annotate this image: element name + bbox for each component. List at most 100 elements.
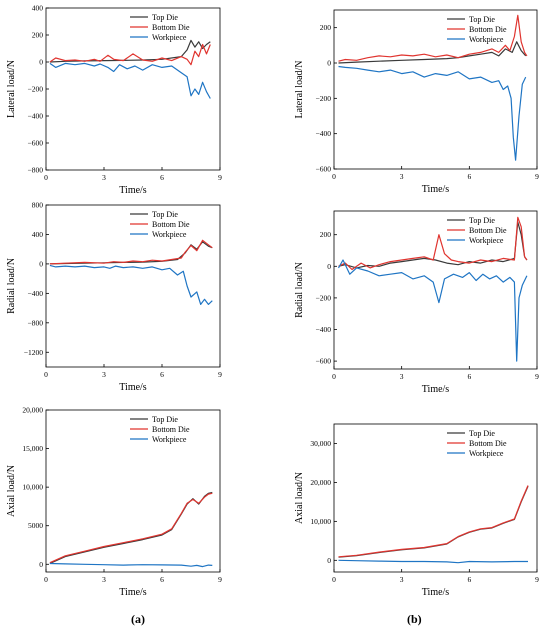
series-line-bottom-die	[338, 216, 528, 271]
y-tick-label: 10,000	[22, 483, 43, 492]
plot-frame	[333, 423, 538, 573]
y-tick-label: −200	[316, 94, 332, 103]
y-axis-label: Lateral load/N	[6, 60, 17, 118]
legend-label: Top Die	[152, 13, 178, 22]
series-line-top-die	[49, 241, 213, 265]
x-axis-label: Time/s	[422, 384, 450, 395]
legend-label: Bottom Die	[152, 23, 190, 32]
y-tick-label: 200	[320, 23, 332, 32]
y-tick-label: −400	[28, 112, 44, 121]
chart-b-radial: 0 3 6 9 200 0 −200 −400 −600 Time/s Radial load/N T…	[294, 210, 539, 395]
x-axis-label: Time/s	[119, 185, 147, 196]
y-axis-label: Lateral load/N	[294, 60, 305, 118]
legend-label: Top Die	[469, 429, 495, 438]
legend-label: Workpiece	[469, 35, 504, 44]
legend-label: Workpiece	[152, 435, 187, 444]
legend-label: Bottom Die	[469, 439, 507, 448]
x-tick-label: 9	[535, 372, 539, 381]
y-axis-label: Radial load/N	[294, 262, 305, 318]
caption-a: (a)	[131, 612, 145, 626]
x-tick-label: 3	[102, 173, 106, 182]
series-line-workpiece	[49, 62, 211, 99]
chart-b-lateral: 0 3 6 9 200 0 −200 −400 −600 Time/s Lateral load/N…	[294, 9, 539, 195]
y-axis-label: Axial load/N	[6, 465, 17, 517]
x-tick-label: 6	[467, 372, 471, 381]
y-tick-label: 0	[327, 556, 331, 565]
plot-frame	[333, 9, 538, 170]
x-tick-label: 9	[535, 172, 539, 181]
x-tick-label: 0	[332, 172, 336, 181]
y-tick-label: 800	[32, 201, 44, 210]
x-tick-label: 3	[102, 370, 106, 379]
legend-label: Top Die	[469, 216, 495, 225]
y-tick-label: 0	[39, 259, 43, 268]
chart-a-lateral: 0 3 6 9 400 200 0 −200 −400 −600 −800 Time/s Lateral…	[6, 4, 222, 197]
legend-label: Bottom Die	[152, 425, 190, 434]
y-tick-label: −800	[28, 318, 44, 327]
series-line-workpiece	[49, 264, 213, 305]
series-line-bottom-die	[49, 239, 213, 265]
y-tick-label: −600	[316, 165, 332, 174]
y-tick-label: −800	[28, 166, 44, 175]
series-line-workpiece	[338, 65, 527, 161]
y-tick-label: −400	[316, 325, 332, 334]
y-tick-label: 0	[39, 560, 43, 569]
chart-b-axial: 0 3 6 9 30,000 20,000 10,000 0 Time/s Axial load/…	[294, 423, 539, 598]
x-axis-label: Time/s	[422, 184, 450, 195]
series-line-workpiece	[49, 562, 213, 568]
y-tick-label: 20,000	[310, 478, 331, 487]
x-tick-label: 0	[44, 173, 48, 182]
x-tick-label: 6	[467, 575, 471, 584]
series-line-bottom-die	[49, 43, 211, 66]
x-tick-label: 3	[102, 575, 106, 584]
series-line-bottom-die	[338, 485, 529, 558]
y-tick-label: 30,000	[310, 439, 331, 448]
y-tick-label: −1200	[24, 348, 43, 357]
caption-b: (b)	[407, 612, 422, 626]
plot-frame	[45, 7, 221, 171]
legend-label: Top Die	[469, 15, 495, 24]
series-line-workpiece	[338, 559, 528, 564]
y-tick-label: 5000	[28, 521, 43, 530]
legend-label: Workpiece	[152, 230, 187, 239]
y-tick-label: −400	[28, 289, 44, 298]
y-tick-label: 200	[32, 31, 44, 40]
x-tick-label: 6	[160, 575, 164, 584]
y-tick-label: 0	[327, 262, 331, 271]
legend-label: Workpiece	[152, 33, 187, 42]
x-tick-label: 0	[44, 575, 48, 584]
x-axis-label: Time/s	[422, 587, 450, 598]
y-tick-label: −600	[28, 139, 44, 148]
x-tick-label: 6	[467, 172, 471, 181]
x-tick-label: 9	[218, 173, 222, 182]
legend-label: Workpiece	[469, 449, 504, 458]
y-axis-label: Radial load/N	[6, 258, 17, 314]
y-tick-label: 0	[39, 58, 43, 67]
legend-label: Top Die	[152, 210, 178, 219]
y-tick-label: 20,000	[22, 406, 43, 415]
x-tick-label: 9	[535, 575, 539, 584]
x-tick-label: 0	[332, 575, 336, 584]
x-tick-label: 3	[400, 372, 404, 381]
series-line-bottom-die	[49, 492, 213, 564]
x-tick-label: 3	[400, 172, 404, 181]
x-axis-label: Time/s	[119, 587, 147, 598]
legend-label: Top Die	[152, 415, 178, 424]
legend-label: Bottom Die	[469, 226, 507, 235]
y-tick-label: 0	[327, 59, 331, 68]
chart-a-radial: 0 3 6 9 800 400 0 −400 −800 −1200 Time/s Radial loa…	[6, 201, 222, 394]
y-axis-label: Axial load/N	[294, 472, 305, 524]
legend-label: Workpiece	[469, 236, 504, 245]
series-line-top-die	[338, 486, 529, 558]
x-tick-label: 0	[332, 372, 336, 381]
plot-frame	[45, 409, 221, 573]
x-tick-label: 9	[218, 575, 222, 584]
legend-label: Bottom Die	[152, 220, 190, 229]
plot-frame	[45, 204, 221, 368]
y-tick-label: −200	[28, 85, 44, 94]
x-tick-label: 6	[160, 173, 164, 182]
y-tick-label: 200	[320, 230, 332, 239]
x-tick-label: 6	[160, 370, 164, 379]
x-tick-label: 3	[400, 575, 404, 584]
